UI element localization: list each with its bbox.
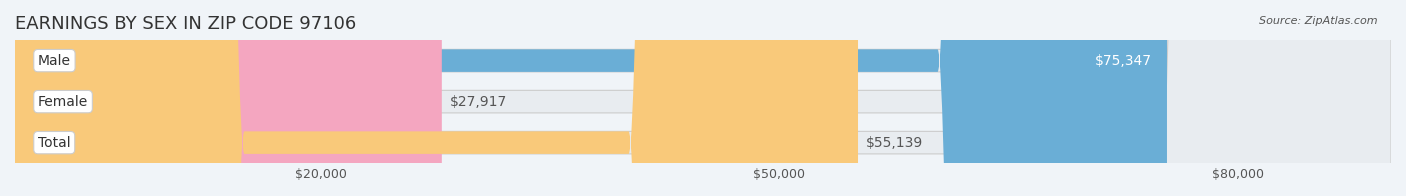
FancyBboxPatch shape (15, 0, 858, 196)
Text: Female: Female (38, 95, 89, 109)
FancyBboxPatch shape (15, 0, 1167, 196)
FancyBboxPatch shape (15, 0, 1391, 196)
FancyBboxPatch shape (15, 0, 441, 196)
Text: $55,139: $55,139 (866, 136, 922, 150)
FancyBboxPatch shape (15, 0, 1391, 196)
Text: EARNINGS BY SEX IN ZIP CODE 97106: EARNINGS BY SEX IN ZIP CODE 97106 (15, 15, 356, 33)
Text: Total: Total (38, 136, 70, 150)
FancyBboxPatch shape (15, 0, 1391, 196)
Text: $27,917: $27,917 (450, 95, 506, 109)
Text: Male: Male (38, 54, 70, 68)
Text: Source: ZipAtlas.com: Source: ZipAtlas.com (1260, 16, 1378, 26)
Text: $75,347: $75,347 (1095, 54, 1152, 68)
